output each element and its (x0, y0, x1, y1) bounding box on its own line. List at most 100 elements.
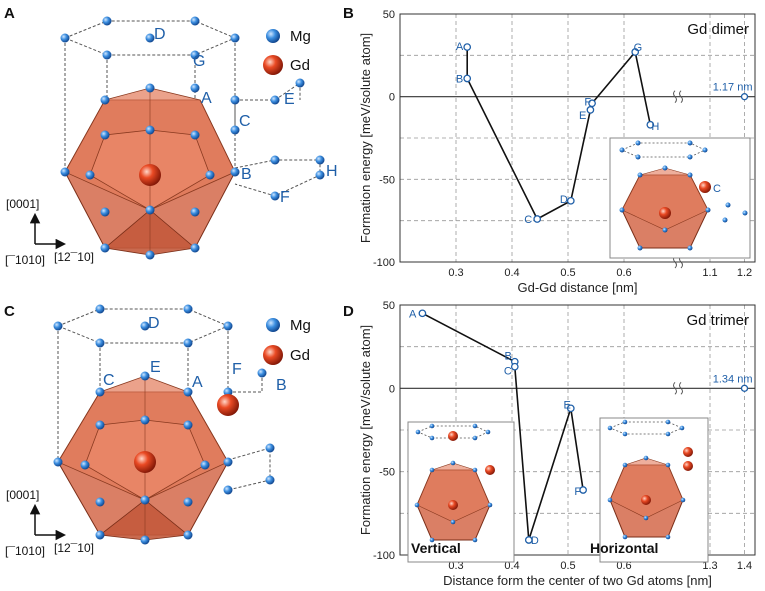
svg-text:[12¯10]: [12¯10] (54, 541, 94, 555)
x-tick-label: 0.5 (560, 560, 575, 572)
svg-text:[¯1010]: [¯1010] (5, 253, 45, 267)
mg-atoms-a (60, 16, 325, 260)
site-labels-a: D G A E C B H F (154, 26, 338, 206)
data-label-c: C (524, 214, 532, 226)
isolated-point (740, 384, 749, 392)
svg-text:C: C (103, 372, 115, 389)
y-tick-label: -100 (373, 550, 395, 562)
x-tick-label: 1.3 (702, 560, 717, 572)
series-line (422, 312, 584, 541)
x-tick-label: 1.2 (737, 267, 752, 279)
svg-text:C: C (239, 113, 251, 130)
panel-letter-a: A (4, 5, 15, 22)
svg-text:E: E (150, 359, 161, 376)
y-tick-label: 50 (383, 9, 395, 21)
legend-mg-label: Mg (290, 317, 311, 334)
gd-atom-c-center (134, 451, 156, 473)
data-point-f (588, 99, 596, 108)
svg-text:D: D (148, 315, 160, 332)
data-point-g (631, 48, 640, 56)
x-tick-label: 0.6 (616, 267, 631, 279)
data-point-a (418, 309, 427, 318)
legend-mg-icon (266, 29, 280, 43)
data-label-b: B (504, 351, 511, 363)
data-label-c: C (504, 366, 512, 378)
y-tick-label: -50 (379, 467, 395, 479)
plot-frame (399, 304, 756, 556)
panel-c: C (4, 303, 311, 558)
svg-text:F: F (232, 361, 242, 378)
direction-axes-a: [0001] [¯1010] [12¯10] (5, 197, 94, 267)
series-line (466, 47, 652, 221)
panel-letter-d: D (343, 303, 354, 320)
data-label-d: D (531, 535, 539, 547)
svg-text:A: A (201, 90, 212, 107)
site-labels-c: D E C A F B (103, 315, 287, 394)
direction-axes-c: [0001] [¯1010] [12¯10] (5, 488, 94, 558)
y-tick-label: 0 (389, 92, 395, 104)
axis-break (673, 90, 683, 104)
svg-text:H: H (326, 163, 338, 180)
y-tick-label: -100 (373, 257, 395, 269)
svg-text:G: G (193, 53, 205, 70)
legend-c: Mg Gd (263, 317, 311, 365)
legend-mg-label: Mg (290, 28, 311, 45)
legend-mg-icon (266, 318, 280, 332)
x-tick-label: 0.3 (448, 267, 463, 279)
x-tick-label: 0.4 (504, 267, 519, 279)
data-point-b (463, 74, 472, 83)
x-tick-label: 0.4 (504, 560, 519, 572)
data-label-d: D (560, 194, 568, 206)
chart-title: Gd trimer (686, 312, 749, 329)
legend-gd-label: Gd (290, 57, 310, 74)
legend-gd-icon (263, 345, 283, 365)
x-tick-label: 1.1 (702, 267, 717, 279)
data-label-f: F (584, 96, 591, 108)
inset-horizontal-label: Horizontal (590, 540, 658, 556)
isolated-point-label: 1.34 nm (713, 373, 753, 385)
data-point-a (463, 43, 472, 51)
data-label-f: F (574, 486, 581, 498)
svg-text:[¯1010]: [¯1010] (5, 544, 45, 558)
data-label-h: H (651, 121, 659, 133)
svg-text:B: B (241, 166, 252, 183)
isolated-point-label: 1.17 nm (713, 82, 753, 94)
svg-text:A: A (192, 374, 203, 391)
svg-text:[0001]: [0001] (6, 197, 39, 211)
data-point-c (533, 215, 542, 223)
x-tick-label: 0.5 (560, 267, 575, 279)
x-tick-label: 0.6 (616, 560, 631, 572)
data-label-e: E (563, 399, 570, 411)
panel-letter-c: C (4, 303, 15, 320)
gd-atom-a (139, 164, 161, 186)
svg-text:E: E (284, 91, 295, 108)
y-tick-label: -50 (379, 174, 395, 186)
chart-title: Gd dimer (687, 21, 749, 38)
y-tick-label: 0 (389, 383, 395, 395)
data-point-d (524, 536, 533, 544)
legend-a: Mg Gd (263, 28, 311, 75)
data-label-b: B (456, 73, 463, 85)
mg-atoms-c (53, 304, 275, 545)
legend-gd-icon (263, 55, 283, 75)
svg-text:[0001]: [0001] (6, 488, 39, 502)
inset-vertical-label: Vertical (411, 540, 461, 556)
panel-letter-b: B (343, 5, 354, 22)
x-axis-label: Distance form the center of two Gd atoms… (443, 573, 712, 588)
inset-d-vertical: Vertical (407, 421, 515, 563)
data-label-a: A (409, 308, 417, 320)
inset-b-label: C (713, 183, 721, 195)
x-tick-label: 0.3 (448, 560, 463, 572)
inset-b: C (609, 137, 751, 259)
svg-text:F: F (280, 189, 290, 206)
inset-d-horizontal: Horizontal (590, 417, 709, 563)
isolated-point (740, 93, 749, 101)
data-point-f (579, 486, 587, 494)
plot-frame (399, 13, 756, 263)
svg-text:D: D (154, 26, 166, 43)
data-point-d (566, 196, 575, 205)
data-point-e (566, 404, 575, 413)
axis-break (673, 381, 683, 395)
data-label-a: A (456, 41, 464, 53)
